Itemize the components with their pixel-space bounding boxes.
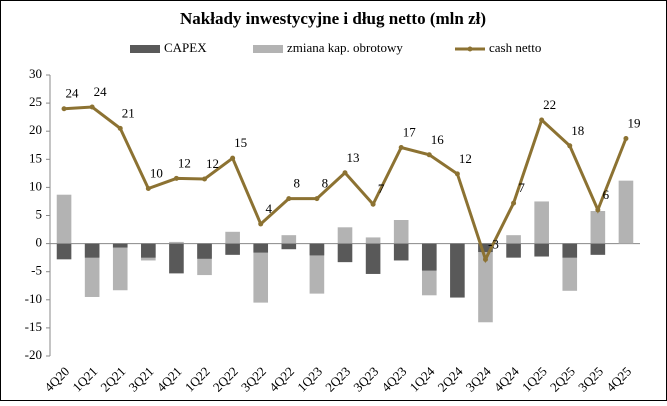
data-label: 13 xyxy=(347,150,360,165)
line-marker xyxy=(173,175,179,181)
bar xyxy=(534,201,549,244)
data-label: 10 xyxy=(150,166,163,181)
line-marker xyxy=(623,136,629,142)
line-marker xyxy=(595,207,601,213)
line-marker xyxy=(567,143,573,149)
bar xyxy=(478,243,493,253)
data-label: 24 xyxy=(66,86,80,101)
bar xyxy=(506,235,521,244)
line-marker xyxy=(230,155,236,161)
bar xyxy=(421,243,437,271)
bar xyxy=(506,243,521,258)
bar xyxy=(534,243,549,257)
y-tick-label: -15 xyxy=(25,319,42,334)
data-label: 21 xyxy=(122,105,135,120)
y-tick-label: 25 xyxy=(29,94,42,109)
data-label: 8 xyxy=(294,176,301,191)
bar xyxy=(197,243,212,259)
data-label: 7 xyxy=(518,180,525,195)
line-marker xyxy=(314,196,320,202)
bar xyxy=(590,243,606,255)
bar xyxy=(56,243,72,260)
bar xyxy=(450,243,465,298)
bar xyxy=(253,243,269,253)
bar xyxy=(225,243,240,255)
bar xyxy=(281,235,297,244)
data-label: 15 xyxy=(234,135,247,150)
bar xyxy=(253,243,269,303)
legend-marker xyxy=(467,46,473,52)
bar xyxy=(169,241,184,244)
bar xyxy=(169,243,184,274)
data-label: 12 xyxy=(459,151,472,166)
bar xyxy=(337,243,353,263)
data-label: 12 xyxy=(178,155,191,170)
bar xyxy=(393,243,409,261)
bar xyxy=(478,243,493,323)
data-label: 12 xyxy=(206,156,219,171)
bar xyxy=(365,243,381,274)
line-marker xyxy=(511,200,517,206)
line-marker xyxy=(426,152,432,158)
y-tick-label: 5 xyxy=(36,206,43,221)
line-marker xyxy=(202,176,208,182)
bar xyxy=(562,243,578,258)
line-marker xyxy=(61,106,67,112)
y-tick-label: -5 xyxy=(31,263,42,278)
data-label: 6 xyxy=(603,187,610,202)
y-tick-label: 30 xyxy=(29,66,42,81)
bar xyxy=(141,243,156,258)
line-marker xyxy=(398,144,404,150)
line-marker xyxy=(117,125,123,131)
bar xyxy=(393,219,409,244)
bar xyxy=(309,243,325,256)
bar xyxy=(56,194,72,244)
data-label: -3 xyxy=(488,236,499,251)
legend-label: cash netto xyxy=(489,40,541,55)
data-label: 18 xyxy=(571,123,584,138)
y-tick-label: 0 xyxy=(36,235,43,250)
chart-title: Nakłady inwestycyjne i dług netto (mln z… xyxy=(180,9,486,28)
data-label: 22 xyxy=(543,97,556,112)
data-label: 17 xyxy=(403,124,417,139)
line-marker xyxy=(370,201,376,207)
y-tick-label: 10 xyxy=(29,178,42,193)
data-label: 24 xyxy=(94,84,108,99)
line-marker xyxy=(286,196,292,202)
line-marker xyxy=(89,104,95,110)
bar xyxy=(590,211,606,244)
data-label: 8 xyxy=(322,176,329,191)
data-label: 19 xyxy=(627,115,640,130)
legend-label: zmiana kap. obrotowy xyxy=(287,40,403,55)
bar xyxy=(365,237,381,244)
line-marker xyxy=(342,170,348,176)
line-marker xyxy=(482,256,488,262)
line-marker xyxy=(454,171,460,177)
legend-swatch xyxy=(130,45,160,53)
bar xyxy=(337,227,353,244)
bar xyxy=(281,243,297,250)
legend-label: CAPEX xyxy=(164,40,207,55)
bar xyxy=(112,243,128,291)
data-label: 7 xyxy=(378,181,385,196)
bar xyxy=(84,243,100,258)
y-tick-label: 20 xyxy=(29,122,42,137)
bar xyxy=(618,180,634,244)
bar xyxy=(309,243,325,294)
y-tick-label: -20 xyxy=(25,347,42,362)
line-marker xyxy=(539,117,545,123)
line-marker xyxy=(258,221,264,227)
y-tick-label: 15 xyxy=(29,150,42,165)
y-tick-label: -10 xyxy=(25,291,42,306)
data-label: 4 xyxy=(265,201,272,216)
bar xyxy=(225,231,240,244)
data-label: 16 xyxy=(431,132,445,147)
bar xyxy=(112,243,128,248)
legend-swatch xyxy=(253,45,283,53)
line-marker xyxy=(145,186,151,192)
